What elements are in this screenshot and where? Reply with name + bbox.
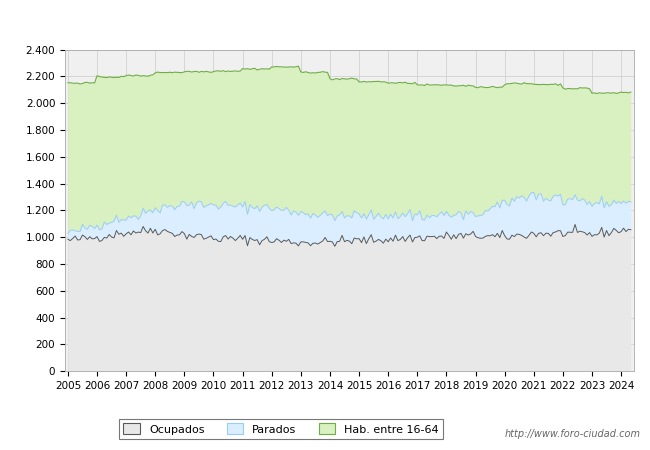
Text: Tamarite de Litera - Evolucion de la poblacion en edad de Trabajar Mayo de 2024: Tamarite de Litera - Evolucion de la pob…	[57, 17, 593, 30]
Text: http://www.foro-ciudad.com: http://www.foro-ciudad.com	[504, 429, 640, 439]
Legend: Ocupados, Parados, Hab. entre 16-64: Ocupados, Parados, Hab. entre 16-64	[119, 418, 443, 439]
